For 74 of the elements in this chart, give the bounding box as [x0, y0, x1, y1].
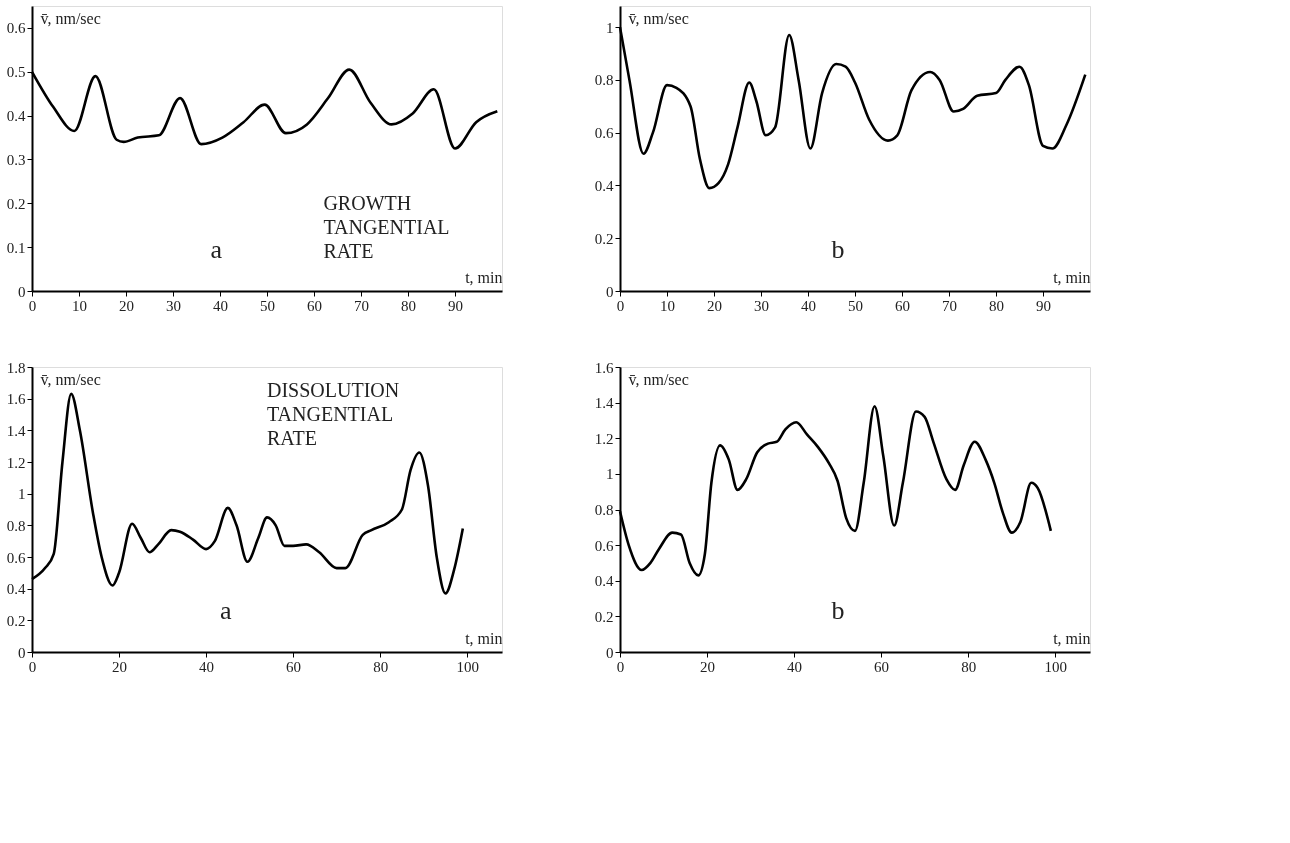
y-axis-title: v̄, nm/sec	[628, 370, 689, 388]
y-tick-label: 0.2	[6, 612, 26, 629]
annotation: DISSOLUTION TANGENTIAL RATE	[267, 379, 400, 450]
x-tick-label: 90	[1036, 297, 1051, 314]
x-tick-label: 40	[787, 658, 803, 675]
y-axis-title: v̄, nm/sec	[628, 9, 689, 27]
y-tick-label: 1	[18, 486, 26, 503]
y-tick-label: 0.6	[6, 549, 26, 566]
x-tick-label: 60	[307, 297, 322, 314]
y-tick-label: 1.2	[6, 454, 26, 471]
x-tick-label: 80	[989, 297, 1004, 314]
x-tick-label: 80	[961, 658, 977, 675]
x-tick-label: 70	[942, 297, 957, 314]
x-tick-label: 20	[700, 658, 716, 675]
y-tick-label: 1	[606, 466, 614, 483]
x-tick-label: 60	[286, 658, 302, 675]
x-tick-label: 10	[72, 297, 87, 314]
annotation: a	[220, 595, 232, 625]
x-tick-label: 100	[1044, 658, 1067, 675]
y-tick-label: 1.4	[594, 395, 614, 412]
y-tick-label: 0.2	[594, 230, 614, 247]
x-tick-label: 30	[754, 297, 769, 314]
annotation: b	[831, 234, 845, 264]
x-tick-label: 100	[456, 658, 479, 675]
x-tick-label: 20	[119, 297, 134, 314]
x-tick-label: 20	[112, 658, 128, 675]
y-tick-label: 0.2	[594, 608, 614, 625]
y-tick-label: 1.2	[594, 430, 614, 447]
annotation: b	[831, 595, 845, 625]
x-axis-title: t, min	[1053, 268, 1091, 286]
y-tick-label: 0.5	[6, 64, 26, 81]
y-tick-label: 0	[18, 283, 26, 300]
x-tick-label: 40	[801, 297, 816, 314]
x-tick-label: 40	[213, 297, 228, 314]
y-tick-label: 1.6	[6, 391, 26, 408]
x-tick-label: 80	[373, 658, 389, 675]
x-axis-title: t, min	[465, 268, 503, 286]
x-axis-title: t, min	[1053, 629, 1091, 647]
y-tick-label: 1	[606, 19, 614, 36]
y-tick-label: 0.8	[6, 517, 26, 534]
y-axis-title: v̄, nm/sec	[40, 9, 101, 27]
y-tick-label: 0.3	[6, 151, 26, 168]
annotation: a	[210, 234, 223, 264]
y-axis-title: v̄, nm/sec	[40, 370, 101, 388]
x-tick-label: 60	[874, 658, 890, 675]
y-tick-label: 0.2	[6, 195, 26, 212]
y-tick-label: 0.6	[6, 20, 26, 37]
y-tick-label: 0	[606, 644, 614, 661]
x-tick-label: 90	[448, 297, 463, 314]
x-axis-title: t, min	[465, 629, 503, 647]
y-tick-label: 1.4	[6, 422, 26, 439]
x-tick-label: 70	[354, 297, 369, 314]
y-tick-label: 0	[606, 283, 614, 300]
y-tick-label: 0	[18, 644, 26, 661]
y-tick-label: 0.6	[594, 125, 614, 142]
y-tick-label: 0.8	[594, 502, 614, 518]
x-tick-label: 10	[660, 297, 675, 314]
x-tick-label: 60	[895, 297, 910, 314]
y-tick-label: 0.1	[6, 239, 26, 256]
x-tick-label: 20	[707, 297, 722, 314]
x-tick-label: 50	[260, 297, 275, 314]
y-tick-label: 0.4	[6, 581, 26, 598]
y-tick-label: 0.6	[594, 537, 614, 554]
x-tick-label: 40	[199, 658, 215, 675]
y-tick-label: 0.8	[594, 72, 614, 89]
annotation: GROWTH TANGENTIAL RATE	[323, 192, 450, 263]
x-tick-label: 30	[166, 297, 181, 314]
y-tick-label: 1.8	[6, 359, 26, 376]
y-tick-label: 0.4	[6, 108, 26, 125]
y-tick-label: 0.4	[594, 177, 614, 194]
x-tick-label: 50	[848, 297, 863, 314]
y-tick-label: 0.4	[594, 573, 614, 590]
y-tick-label: 1.6	[594, 359, 614, 376]
x-tick-label: 80	[401, 297, 416, 314]
